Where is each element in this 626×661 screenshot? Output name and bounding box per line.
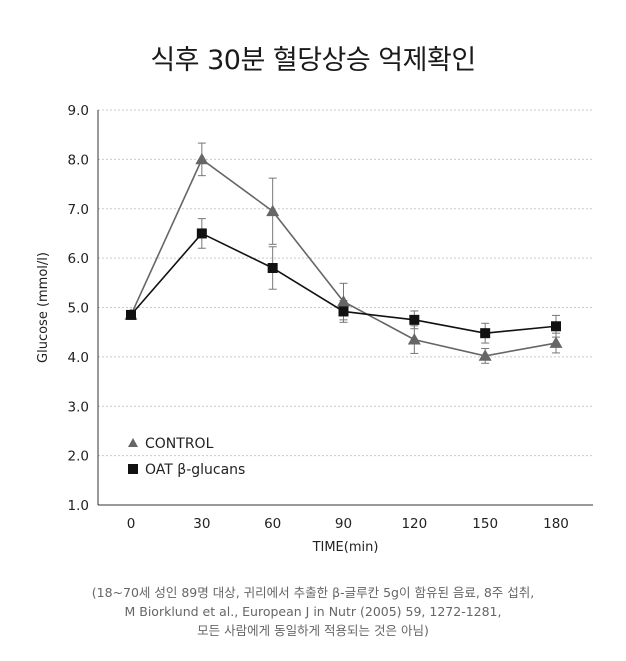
data-point-oat [551,321,561,332]
y-tick-label: 4.0 [68,350,89,366]
data-point-oat [196,228,207,239]
x-tick-label: 0 [127,516,136,532]
data-point-oat [267,263,278,273]
footnote-line-2: M Biorklund et al., European J in Nutr (… [124,604,502,619]
x-tick-label: 90 [335,516,352,532]
data-point-control [549,336,563,348]
data-point-oat [480,328,491,339]
y-tick-label: 7.0 [68,202,89,218]
footnote-line-1: (18~70세 성인 89명 대상, 귀리에서 추출한 β-글루칸 5g이 함유… [91,585,535,600]
footnote-line-3: 모든 사람에게 동일하게 적용되는 것은 아님) [197,623,429,638]
chart-title: 식후 30분 혈당상승 억제확인 [150,45,476,76]
y-tick-label: 8.0 [68,152,89,168]
legend-label: CONTROL [145,436,214,452]
legend-label: OAT β-glucans [145,462,245,478]
y-tick-label: 5.0 [68,301,89,317]
legend-marker-triangle [128,438,138,447]
data-point-oat [338,306,349,317]
data-point-control [337,295,350,307]
x-tick-label: 180 [543,516,569,532]
series-control [130,142,560,364]
x-tick-label: 30 [193,516,210,532]
y-tick-label: 3.0 [68,399,89,415]
series-oat [130,218,560,344]
data-point-control [478,349,492,361]
x-tick-label: 150 [472,516,498,532]
data-point-control [195,152,209,165]
y-axis-label: Glucose (mmol/l) [36,252,51,363]
legend-marker-square [128,464,138,474]
x-axis-label: TIME(min) [312,540,379,555]
y-tick-label: 2.0 [68,449,89,465]
data-point-control [407,333,421,345]
y-tick-label: 1.0 [68,498,89,514]
y-tick-label: 6.0 [68,251,89,267]
data-point-oat [126,309,136,320]
y-tick-label: 9.0 [68,103,89,119]
x-tick-label: 120 [401,516,427,532]
data-point-control [266,204,280,217]
data-point-oat [409,314,420,325]
x-tick-label: 60 [264,516,281,532]
footnote: (18~70세 성인 89명 대상, 귀리에서 추출한 β-글루칸 5g이 함유… [0,583,626,640]
